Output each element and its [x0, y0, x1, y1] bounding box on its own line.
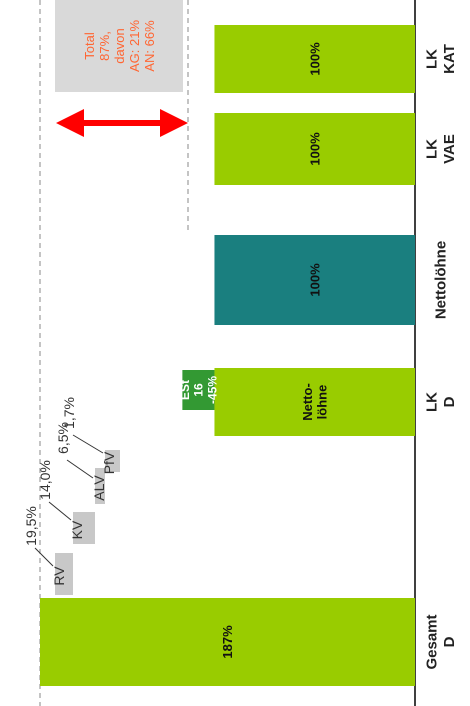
- bar-label-lk-d-0: Netto-löhne: [300, 383, 330, 421]
- contribution-value-kv: 14,0%: [37, 460, 53, 500]
- bar-lk-kat-seg-0: [214, 25, 415, 93]
- category-label-lk-vae: LKVAE: [424, 134, 458, 164]
- contribution-block-rv: [55, 553, 73, 595]
- contribution-block-kv: [73, 512, 95, 544]
- category-label-lk-d: LKD: [424, 392, 458, 412]
- bar-lk-d-seg-0: [214, 368, 415, 436]
- bar-label-nettolöhne-0: 100%: [307, 263, 322, 297]
- annotation-box: [55, 0, 183, 92]
- category-label-gesamt-d: GesamtD: [424, 614, 458, 669]
- contribution-leader-pfv: [72, 434, 104, 454]
- category-label-nettolöhne: Nettolöhne: [432, 241, 449, 319]
- contribution-abbr-kv: KV: [69, 520, 85, 539]
- contribution-leader-kv: [48, 501, 72, 521]
- bar-label-lk-vae-0: 100%: [307, 132, 322, 166]
- contributions: RV 19,5% KV 14,0% ALV 6,5% PfV 1,7%: [23, 397, 120, 595]
- total-annotation: Total87%,davonAG: 21%AN: 66%: [55, 0, 183, 92]
- contribution-abbr-pfv: PfV: [101, 451, 117, 474]
- bar-nettolöhne-seg-0: [214, 235, 415, 325]
- annotation-text: Total87%,davonAG: 21%AN: 66%: [82, 20, 157, 72]
- category-labels: GesamtD LKD Nettolöhne LKVAE LKKAT: [424, 44, 458, 669]
- category-label-lk-kat: LKKAT: [424, 44, 458, 74]
- bars: 187% Netto-löhne ESt16-45% 100% 100% 100%: [40, 25, 415, 686]
- bar-label-gesamt-d-0: 187%: [220, 625, 235, 659]
- contribution-leader-rv: [34, 547, 54, 567]
- bar-lk-d-seg-1: [182, 370, 215, 410]
- contribution-value-rv: 19,5%: [23, 506, 39, 546]
- arrow-head-left: [56, 109, 84, 137]
- bar-lk-vae-seg-0: [214, 113, 415, 185]
- bar-label-lk-d-1: ESt16-45%: [178, 376, 220, 404]
- contribution-block-pfv: [105, 450, 120, 472]
- arrow-head-right: [160, 109, 188, 137]
- contribution-leader-alv: [66, 459, 94, 479]
- contribution-value-pfv: 1,7%: [61, 397, 77, 429]
- bar-label-lk-kat-0: 100%: [307, 42, 322, 76]
- contribution-value-alv: 6,5%: [55, 422, 71, 454]
- double-arrow: [56, 109, 188, 137]
- contribution-block-alv: [95, 468, 105, 504]
- bar-gesamt-d-seg-0: [40, 598, 415, 686]
- contribution-abbr-alv: ALV: [91, 475, 107, 501]
- contribution-abbr-rv: RV: [51, 566, 67, 586]
